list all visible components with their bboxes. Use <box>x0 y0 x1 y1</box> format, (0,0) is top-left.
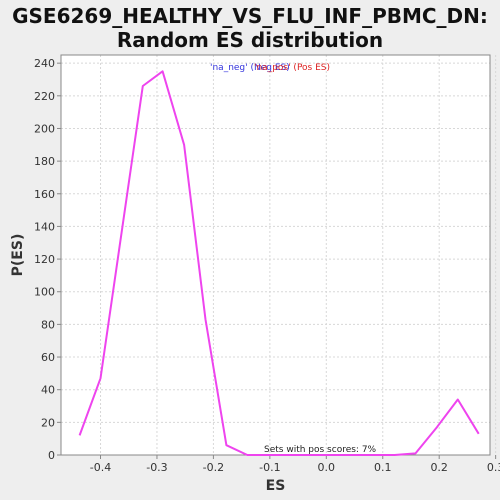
y-tick-label: 100 <box>34 286 55 299</box>
es-distribution-line <box>78 70 480 456</box>
x-tick-label: 0.0 <box>318 461 336 474</box>
x-tick-label: 0.2 <box>430 461 448 474</box>
y-tick-label: 220 <box>34 90 55 103</box>
x-tick-label: -0.2 <box>203 461 224 474</box>
x-tick-label: 0.3 <box>487 461 500 474</box>
y-tick-label: 0 <box>48 449 55 462</box>
y-tick-label: 140 <box>34 220 55 233</box>
x-tick-label: -0.1 <box>259 461 280 474</box>
chart-title-line1: GSE6269_HEALTHY_VS_FLU_INF_PBMC_DN: <box>12 4 488 28</box>
y-tick-label: 120 <box>34 253 55 266</box>
y-tick-label: 80 <box>41 318 55 331</box>
x-tick-label: -0.4 <box>90 461 111 474</box>
x-tick-label: 0.1 <box>374 461 392 474</box>
y-tick-label: 40 <box>41 384 55 397</box>
y-axis-label: P(ES) <box>10 234 26 277</box>
y-tick-label: 180 <box>34 155 55 168</box>
legend-entry-neg: 'na_neg' (Neg ES) <box>210 63 290 73</box>
chart-title-line2: Random ES distribution <box>116 28 384 52</box>
y-tick-label: 60 <box>41 351 55 364</box>
y-tick-label: 240 <box>34 57 55 70</box>
axis-layer: 0 20 40 60 80 100 120 140 160 180 200 220 240 -0.4 -0.… <box>34 57 500 474</box>
x-tick-label: -0.3 <box>146 461 167 474</box>
series-layer <box>78 70 480 456</box>
legend: 'na_neg' (Neg ES)'na_pos' (Pos ES) <box>210 63 330 73</box>
y-tick-label: 200 <box>34 122 55 135</box>
x-axis-label: ES <box>266 478 286 494</box>
plot-background <box>61 55 490 455</box>
legend-entry-pos: 'na_pos' (Pos ES) <box>254 63 330 73</box>
y-tick-label: 20 <box>41 416 55 429</box>
annotation-pos-scores: Sets with pos scores: 7% <box>264 445 377 455</box>
y-tick-label: 160 <box>34 188 55 201</box>
